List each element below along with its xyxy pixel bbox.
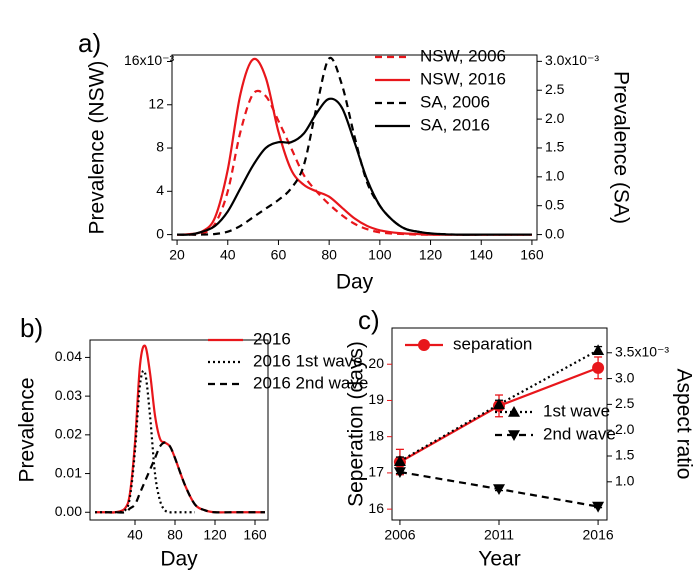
y-tick-label: 20 bbox=[368, 355, 384, 371]
y-tick-label: 16 bbox=[368, 500, 384, 516]
marker bbox=[493, 398, 506, 410]
y2-tick-label: 3.0 bbox=[615, 369, 635, 385]
x-tick-label: 60 bbox=[271, 247, 287, 263]
y2-tick-label: 1.0 bbox=[615, 473, 635, 489]
y2-tick-label: 1.5 bbox=[615, 447, 635, 463]
y-tick-label: 0.01 bbox=[55, 464, 82, 480]
y-tick-label: 0.03 bbox=[55, 387, 82, 403]
series-line bbox=[177, 89, 532, 236]
panel-label: c) bbox=[358, 305, 380, 335]
panel-label: a) bbox=[78, 28, 101, 58]
series-line bbox=[105, 441, 265, 514]
y2-tick-label: 3.0x10⁻³ bbox=[545, 52, 599, 68]
marker bbox=[493, 484, 506, 496]
y2-tick-label: 2.0 bbox=[545, 110, 565, 126]
y2-axis-title: Aspect ratio bbox=[672, 369, 695, 480]
marker bbox=[592, 501, 605, 513]
legend-label: 2016 1st wave bbox=[253, 351, 363, 370]
y2-tick-label: 2.0 bbox=[615, 421, 635, 437]
legend-label: NSW, 2016 bbox=[420, 69, 506, 88]
x-tick-label: 2016 bbox=[583, 527, 614, 543]
x-tick-label: 40 bbox=[127, 527, 143, 543]
y2-tick-label: 0.5 bbox=[545, 196, 565, 212]
y-tick-label: 0.02 bbox=[55, 426, 82, 442]
marker bbox=[393, 455, 406, 466]
x-tick-label: 160 bbox=[520, 247, 544, 263]
y-tick-label: 16x10⁻³ bbox=[124, 52, 175, 68]
x-tick-label: 160 bbox=[243, 527, 267, 543]
legend-label: separation bbox=[453, 334, 532, 353]
y2-tick-label: 1.5 bbox=[545, 139, 565, 155]
y2-tick-label: 0.0 bbox=[545, 225, 565, 241]
legend-label: SA, 2016 bbox=[420, 115, 490, 134]
marker bbox=[592, 344, 605, 355]
x-tick-label: 140 bbox=[470, 247, 494, 263]
y-tick-label: 4 bbox=[156, 182, 164, 198]
plot-frame bbox=[89, 339, 269, 521]
panel-label: b) bbox=[20, 313, 43, 343]
y-axis-title: Prevalence (NSW) bbox=[86, 61, 109, 235]
series-line bbox=[95, 344, 265, 514]
y-tick-label: 8 bbox=[156, 139, 164, 155]
x-axis-title: Day bbox=[160, 548, 198, 571]
y2-tick-label: 2.5 bbox=[545, 81, 565, 97]
legend-marker bbox=[508, 430, 520, 441]
x-tick-label: 120 bbox=[419, 247, 443, 263]
y2-tick-label: 3.5x10⁻³ bbox=[615, 343, 669, 359]
y2-tick-label: 2.5 bbox=[615, 395, 635, 411]
y2-axis-title: Prevalence (SA) bbox=[609, 71, 632, 224]
x-tick-label: 120 bbox=[203, 527, 227, 543]
x-tick-label: 80 bbox=[321, 247, 337, 263]
y-axis-title: Seperation (days) bbox=[345, 341, 368, 507]
y-axis-title: Prevalence bbox=[16, 377, 39, 482]
y-tick-label: 12 bbox=[148, 95, 164, 111]
legend-label: 2nd wave bbox=[543, 424, 616, 443]
series-line bbox=[177, 97, 532, 236]
legend-label: NSW, 2006 bbox=[420, 46, 506, 65]
y2-tick-label: 1.0 bbox=[545, 168, 565, 184]
y-tick-label: 17 bbox=[368, 464, 384, 480]
legend-label: 2016 bbox=[253, 329, 291, 348]
marker bbox=[393, 467, 406, 478]
x-tick-label: 40 bbox=[220, 247, 236, 263]
legend-marker bbox=[418, 339, 430, 351]
legend-marker bbox=[508, 406, 520, 417]
y-tick-label: 19 bbox=[368, 391, 384, 407]
legend-label: SA, 2006 bbox=[420, 92, 490, 111]
x-tick-label: 80 bbox=[167, 527, 183, 543]
x-axis-title: Day bbox=[336, 271, 374, 294]
legend-label: 1st wave bbox=[543, 401, 610, 420]
series-line bbox=[177, 57, 532, 236]
legend-label: 2016 2nd wave bbox=[253, 373, 368, 392]
y-tick-label: 18 bbox=[368, 427, 384, 443]
y-tick-label: 0.04 bbox=[55, 348, 82, 364]
y-tick-label: 0 bbox=[156, 225, 164, 241]
marker bbox=[592, 361, 605, 374]
x-tick-label: 2011 bbox=[484, 527, 514, 543]
series-line bbox=[95, 369, 195, 514]
x-tick-label: 2006 bbox=[384, 527, 415, 543]
x-axis-title: Year bbox=[478, 548, 520, 571]
x-tick-label: 20 bbox=[169, 247, 185, 263]
x-tick-label: 100 bbox=[368, 247, 392, 263]
y-tick-label: 0.00 bbox=[55, 503, 82, 519]
